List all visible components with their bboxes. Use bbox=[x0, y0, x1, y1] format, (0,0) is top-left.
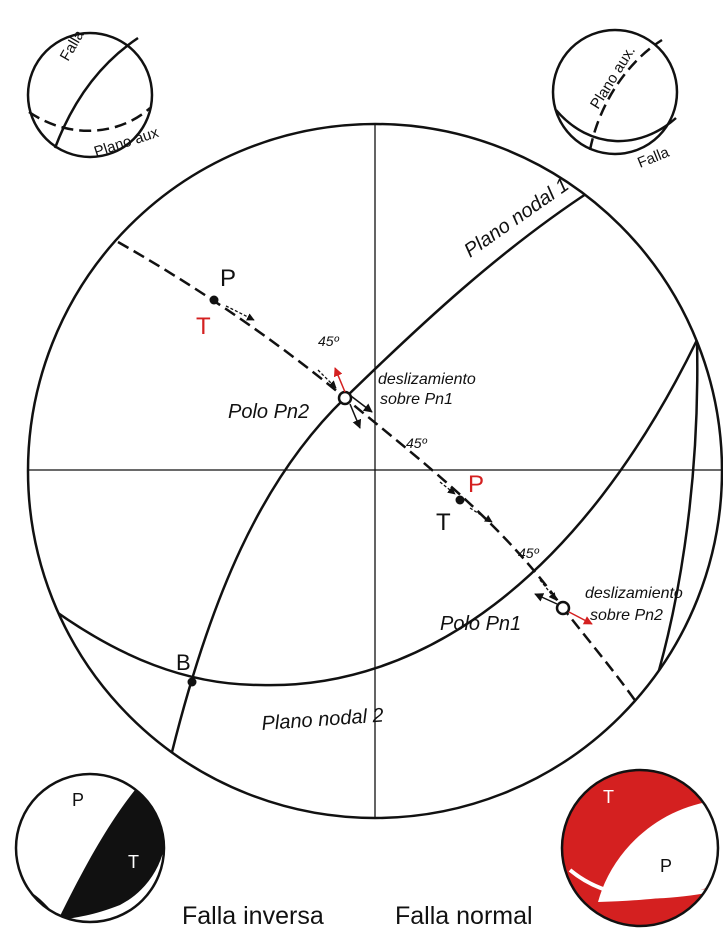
caption: Falla normal bbox=[395, 902, 533, 930]
nodal-plane-2-label: Plano nodal 2 bbox=[261, 705, 385, 735]
angle-label: 45º bbox=[318, 333, 340, 349]
caption: Falla inversa bbox=[182, 902, 324, 930]
t-label: T bbox=[128, 852, 139, 872]
pole-label: Polo Pn1 bbox=[440, 613, 521, 635]
p-label: P bbox=[72, 790, 84, 810]
angle-label: 45º bbox=[406, 435, 428, 451]
t-axis-label: T bbox=[196, 313, 211, 340]
t-axis-label: T bbox=[436, 509, 451, 536]
stereonet bbox=[26, 122, 723, 820]
slip-label: deslizamiento bbox=[378, 371, 476, 388]
slip-label: deslizamiento bbox=[585, 585, 683, 602]
angle-label: 45º bbox=[518, 545, 540, 561]
inset-top-left: Falla Plano aux bbox=[26, 27, 161, 161]
inset-bottom-left: P T bbox=[14, 772, 166, 924]
main-labels: Plano nodal 1 Plano nodal 2 P T P T 45º … bbox=[176, 174, 683, 735]
aux-plane-label: Plano aux. bbox=[587, 43, 639, 112]
p-axis-label: P bbox=[220, 265, 236, 292]
p-label: P bbox=[660, 856, 672, 876]
b-axis-label: B bbox=[176, 650, 191, 675]
p-axis-label: P bbox=[468, 471, 484, 498]
inset-top-right: Plano aux. Falla bbox=[551, 28, 679, 172]
t-label: T bbox=[603, 787, 614, 807]
pole-label: Polo Pn2 bbox=[228, 401, 309, 423]
inset-bottom-right: T P bbox=[560, 768, 720, 928]
slip-label: sobre Pn2 bbox=[590, 607, 663, 624]
slip-label: sobre Pn1 bbox=[380, 391, 453, 408]
nodal-plane-1-label: Plano nodal 1 bbox=[460, 174, 573, 262]
